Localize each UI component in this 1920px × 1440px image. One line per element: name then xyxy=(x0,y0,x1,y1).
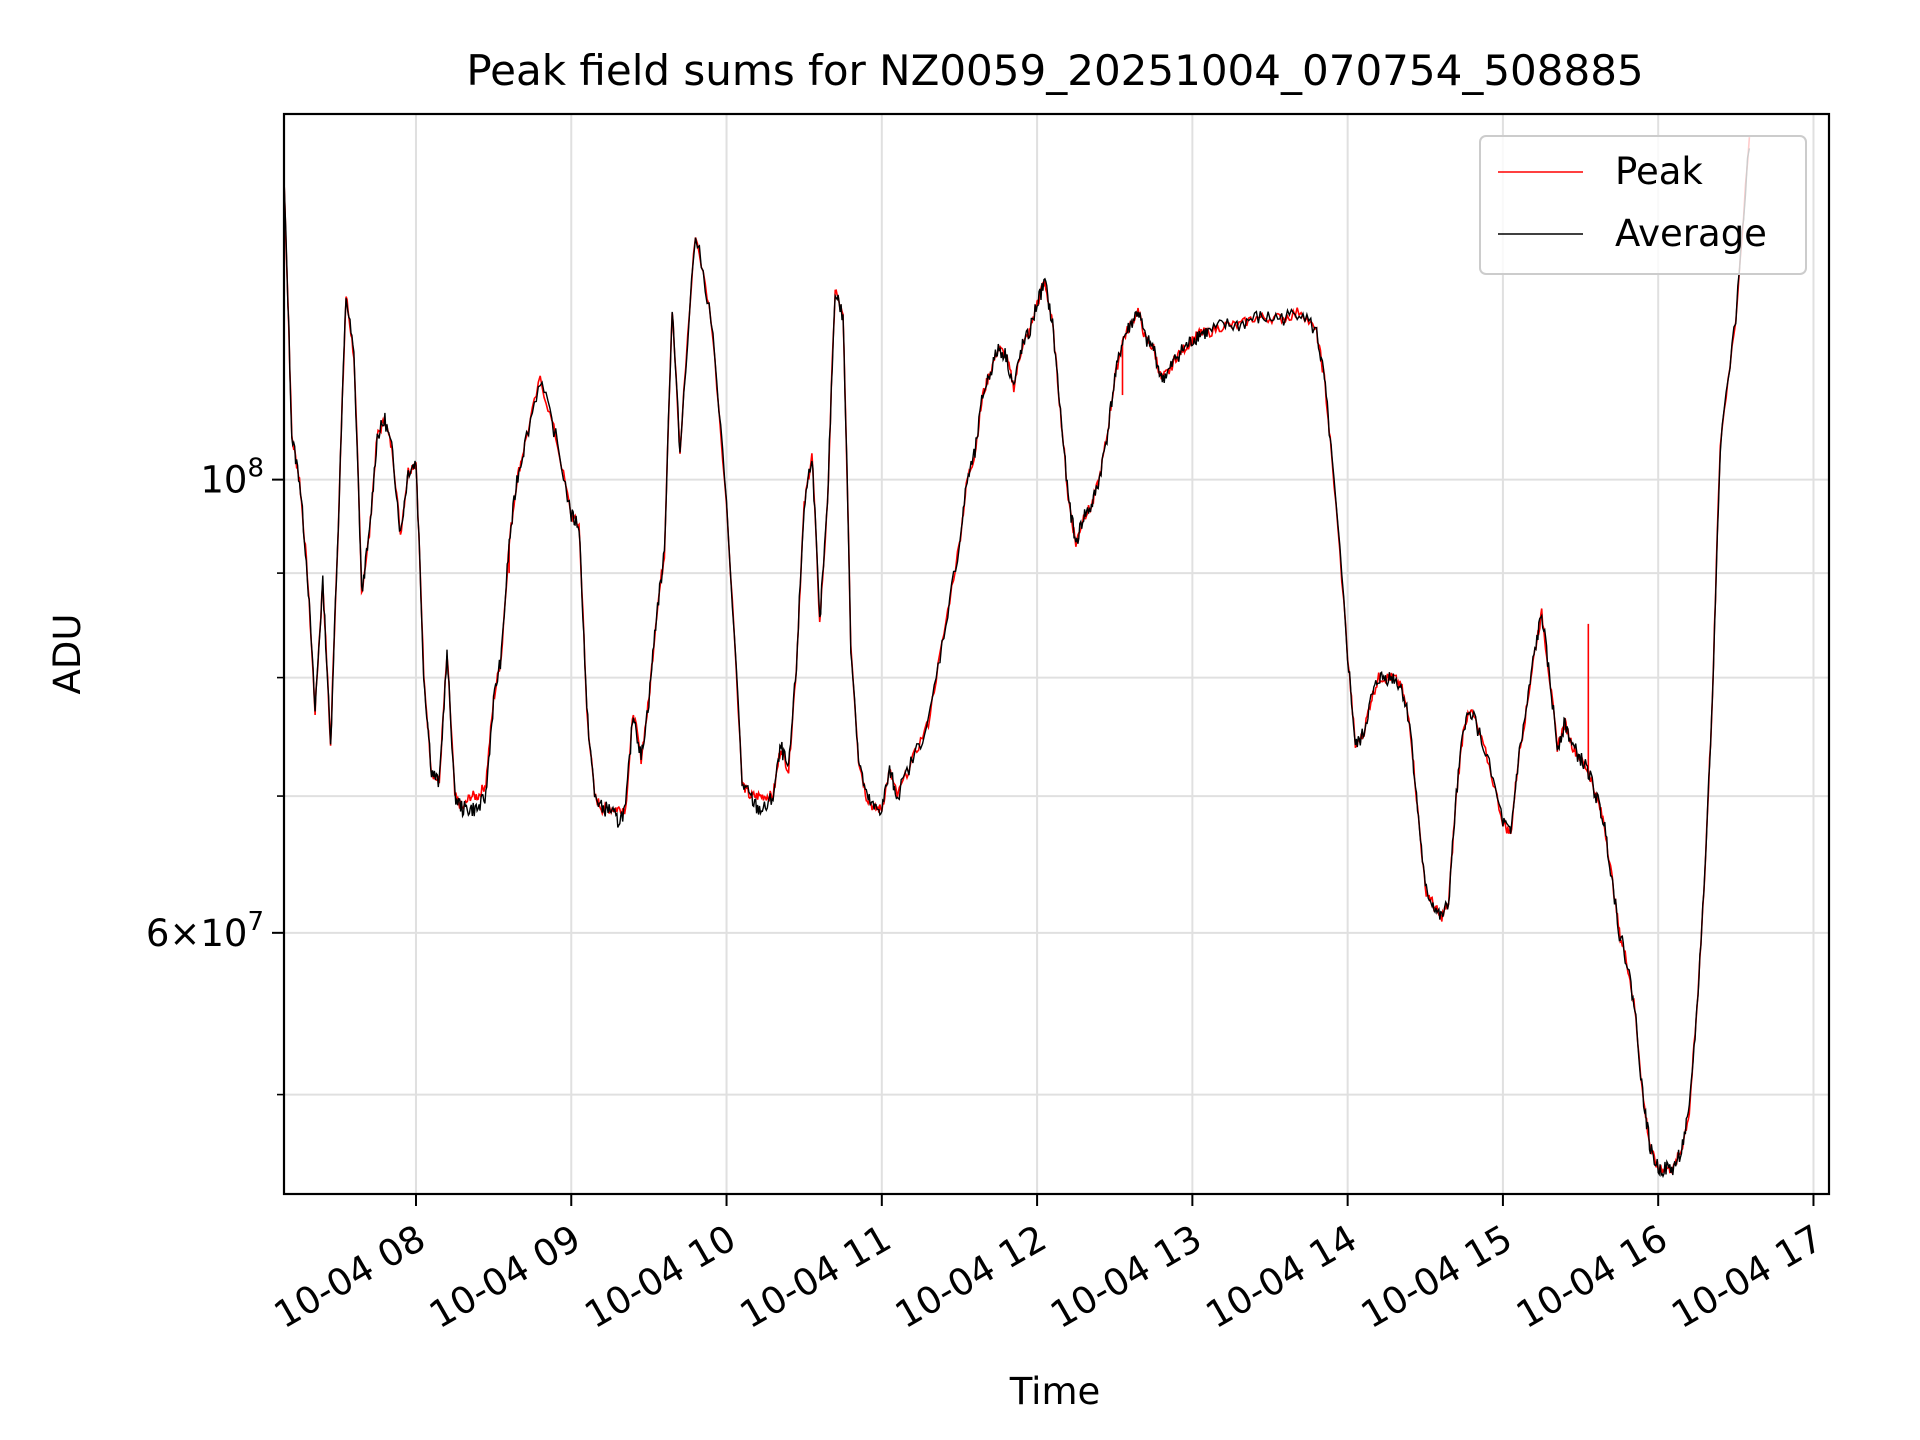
legend: Peak Average xyxy=(1479,135,1807,275)
legend-average-label: Average xyxy=(1615,212,1767,255)
legend-peak-label: Peak xyxy=(1615,150,1703,193)
x-axis-label: Time xyxy=(1009,1370,1101,1413)
grid-lines xyxy=(284,114,1829,1194)
y-tick-label: 6×107 xyxy=(146,907,264,955)
legend-box xyxy=(1479,135,1807,275)
y-tick-label: 108 xyxy=(200,454,264,502)
average-series-line xyxy=(284,148,1751,1179)
chart-title: Peak field sums for NZ0059_20251004_0707… xyxy=(466,46,1643,95)
plot-series xyxy=(284,137,1751,1179)
plot-frame xyxy=(282,112,1831,1196)
y-axis-label: ADU xyxy=(46,614,89,695)
